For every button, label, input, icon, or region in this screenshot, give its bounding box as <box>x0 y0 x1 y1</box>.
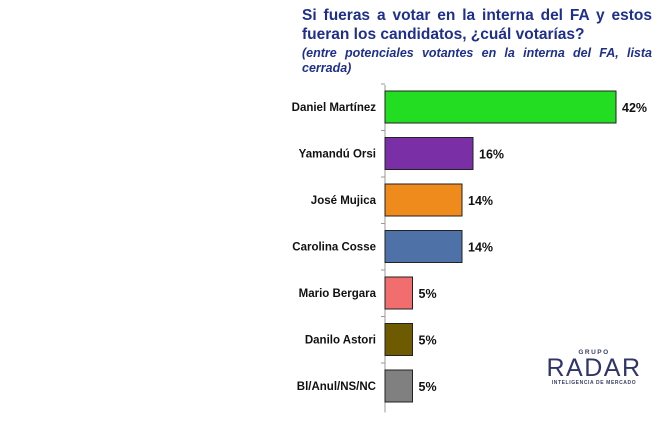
value-label: 14% <box>468 241 493 255</box>
bar-0 <box>384 90 617 124</box>
logo-radar-text: RADAR <box>546 354 642 382</box>
value-label: 5% <box>419 334 437 348</box>
logo-grupo-text: GRUPO <box>578 349 610 356</box>
value-label: 42% <box>622 101 647 115</box>
value-label: 5% <box>419 287 437 301</box>
bar-1 <box>384 137 474 170</box>
value-label: 14% <box>468 194 493 208</box>
category-label: Daniel Martínez <box>292 102 377 114</box>
value-label: 16% <box>479 148 504 162</box>
logo-tagline: INTELIGENCIA DE MERCADO <box>551 380 637 386</box>
chart-title-block: Si fueras a votar en la interna del FA y… <box>302 6 652 76</box>
bar-5 <box>384 323 413 356</box>
chart-subtitle: (entre potenciales votantes en la intern… <box>302 46 652 75</box>
bar-3 <box>384 230 463 263</box>
bar-4 <box>384 276 413 310</box>
radar-logo: GRUPO RADAR INTELIGENCIA DE MERCADO <box>538 349 650 387</box>
category-label: Carolina Cosse <box>292 242 376 254</box>
category-label: Bl/Anul/NS/NC <box>297 381 376 393</box>
category-label: Mario Bergara <box>299 288 377 300</box>
bar-6 <box>384 369 413 403</box>
category-label: Danilo Astori <box>305 335 376 347</box>
category-label: José Mujica <box>311 195 377 207</box>
bar-2 <box>384 183 463 217</box>
category-label: Yamandú Orsi <box>299 149 376 161</box>
chart-title: Si fueras a votar en la interna del FA y… <box>302 7 652 43</box>
value-label: 5% <box>419 380 437 394</box>
